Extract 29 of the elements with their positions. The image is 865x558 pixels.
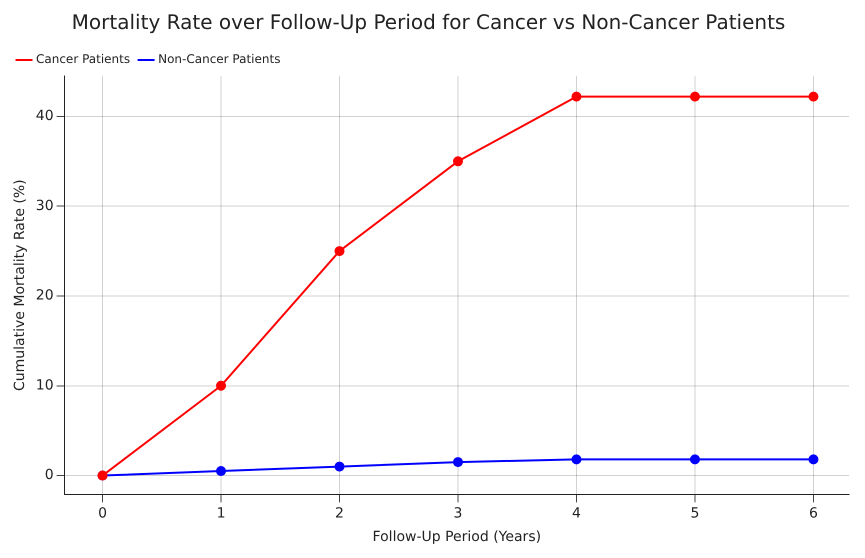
- point: [690, 454, 700, 464]
- legend-label: Cancer Patients: [36, 52, 130, 66]
- point: [216, 466, 226, 476]
- x-tick-label: 4: [572, 505, 582, 522]
- point: [808, 92, 818, 102]
- point: [334, 462, 345, 472]
- point: [452, 156, 463, 166]
- y-tick-label: 20: [36, 288, 54, 304]
- point: [571, 92, 582, 102]
- point: [808, 454, 818, 464]
- y-tick-label: 30: [36, 198, 54, 214]
- x-tick-label: 1: [216, 505, 226, 522]
- point: [690, 92, 700, 102]
- y-axis-title: Cumulative Mortality Rate (%): [12, 179, 28, 392]
- x-tick-label: 5: [690, 505, 700, 522]
- x-axis-title: Follow-Up Period (Years): [372, 529, 542, 546]
- point: [571, 454, 582, 464]
- chart-title: Mortality Rate over Follow-Up Period for Cancer vs Non-Cancer Patients: [72, 10, 786, 34]
- x-tick-label: 6: [808, 505, 818, 522]
- x-tick-label: 3: [454, 505, 462, 522]
- y-tick-label: 10: [36, 377, 54, 394]
- point: [452, 457, 463, 468]
- x-tick-label: 0: [98, 505, 107, 522]
- y-tick-label: 40: [36, 108, 54, 124]
- x-tick-label: 2: [335, 505, 344, 522]
- y-tick-label: 0: [44, 467, 54, 484]
- point: [216, 380, 226, 391]
- legend-label: Non-Cancer Patients: [158, 52, 280, 66]
- point: [334, 246, 345, 256]
